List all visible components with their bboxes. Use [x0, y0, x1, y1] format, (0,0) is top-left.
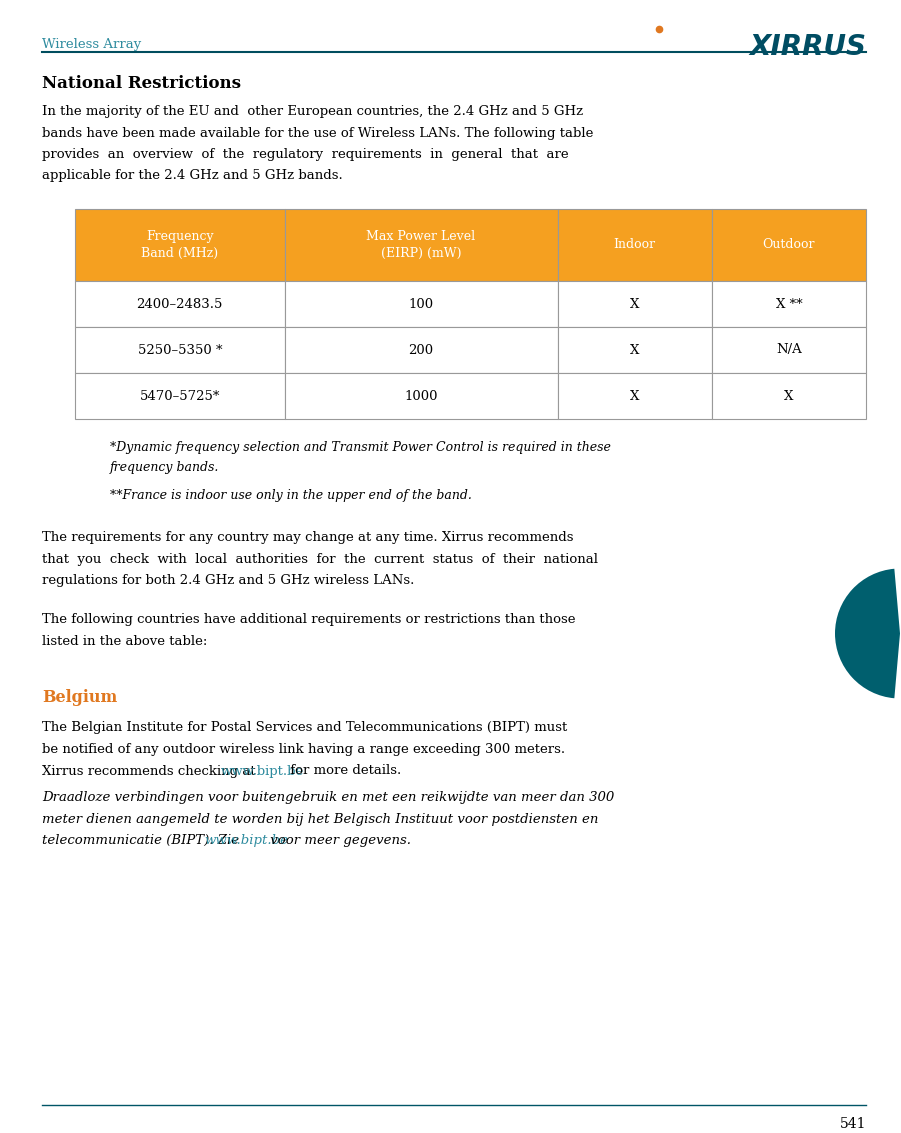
Text: X: X [630, 390, 640, 402]
Bar [558, 373, 712, 419]
Text: XIRRUS: XIRRUS [749, 33, 866, 61]
Bar [285, 373, 558, 419]
Text: X **: X ** [776, 298, 802, 310]
Text: N/A: N/A [776, 343, 802, 357]
Bar [285, 208, 558, 281]
Bar [75, 281, 285, 327]
Bar [712, 327, 866, 373]
Text: **France is indoor use only in the upper end of the band.: **France is indoor use only in the upper… [110, 489, 472, 502]
Text: voor meer gegevens.: voor meer gegevens. [266, 834, 411, 847]
Text: The Belgian Institute for Postal Services and Telecommunications (BIPT) must: The Belgian Institute for Postal Service… [42, 722, 568, 734]
Text: 1000: 1000 [405, 390, 438, 402]
Bar [558, 327, 712, 373]
Bar [712, 373, 866, 419]
Text: X: X [784, 390, 794, 402]
Text: Indoor: Indoor [614, 239, 656, 252]
Text: www.bipt.be: www.bipt.be [205, 834, 288, 847]
Text: Xirrus recommends checking at: Xirrus recommends checking at [42, 765, 259, 777]
Bar [75, 373, 285, 419]
Bar [558, 281, 712, 327]
Text: 5250–5350 *: 5250–5350 * [138, 343, 222, 357]
Bar [285, 281, 558, 327]
Text: listed in the above table:: listed in the above table: [42, 634, 207, 648]
Text: 2400–2483.5: 2400–2483.5 [137, 298, 223, 310]
Bar [712, 208, 866, 281]
Text: applicable for the 2.4 GHz and 5 GHz bands.: applicable for the 2.4 GHz and 5 GHz ban… [42, 170, 342, 182]
Text: Frequency
Band (MHz): Frequency Band (MHz) [141, 230, 218, 259]
Wedge shape [835, 569, 900, 698]
Text: provides  an  overview  of  the  regulatory  requirements  in  general  that  ar: provides an overview of the regulatory r… [42, 148, 569, 161]
Text: Wireless Array: Wireless Array [42, 39, 141, 51]
Text: The requirements for any country may change at any time. Xirrus recommends: The requirements for any country may cha… [42, 531, 574, 544]
Text: 5470–5725*: 5470–5725* [140, 390, 220, 402]
Text: for more details.: for more details. [286, 765, 401, 777]
Text: meter dienen aangemeld te worden bij het Belgisch Instituut voor postdiensten en: meter dienen aangemeld te worden bij het… [42, 812, 598, 826]
Bar [75, 327, 285, 373]
Text: 100: 100 [408, 298, 433, 310]
Text: regulations for both 2.4 GHz and 5 GHz wireless LANs.: regulations for both 2.4 GHz and 5 GHz w… [42, 574, 414, 587]
Text: In the majority of the EU and  other European countries, the 2.4 GHz and 5 GHz: In the majority of the EU and other Euro… [42, 105, 583, 118]
Text: www.bipt.be: www.bipt.be [221, 765, 304, 777]
Text: that  you  check  with  local  authorities  for  the  current  status  of  their: that you check with local authorities fo… [42, 553, 598, 565]
Bar [558, 208, 712, 281]
Bar [712, 281, 866, 327]
Text: frequency bands.: frequency bands. [110, 461, 219, 474]
Text: The following countries have additional requirements or restrictions than those: The following countries have additional … [42, 613, 576, 627]
Bar [75, 208, 285, 281]
Text: X: X [630, 343, 640, 357]
Text: Outdoor: Outdoor [762, 239, 815, 252]
Bar [285, 327, 558, 373]
Text: 200: 200 [408, 343, 433, 357]
Text: National Restrictions: National Restrictions [42, 75, 241, 92]
Text: Belgium: Belgium [42, 689, 117, 706]
Text: Draadloze verbindingen voor buitengebruik en met een reikwijdte van meer dan 300: Draadloze verbindingen voor buitengebrui… [42, 791, 614, 804]
Text: *Dynamic frequency selection and Transmit Power Control is required in these: *Dynamic frequency selection and Transmi… [110, 441, 611, 454]
Text: 541: 541 [840, 1117, 866, 1131]
Text: telecommunicatie (BIPT). Zie: telecommunicatie (BIPT). Zie [42, 834, 243, 847]
Text: X: X [630, 298, 640, 310]
Text: bands have been made available for the use of Wireless LANs. The following table: bands have been made available for the u… [42, 127, 594, 139]
Text: Max Power Level
(EIRP) (mW): Max Power Level (EIRP) (mW) [367, 230, 476, 259]
Text: be notified of any outdoor wireless link having a range exceeding 300 meters.: be notified of any outdoor wireless link… [42, 743, 565, 756]
